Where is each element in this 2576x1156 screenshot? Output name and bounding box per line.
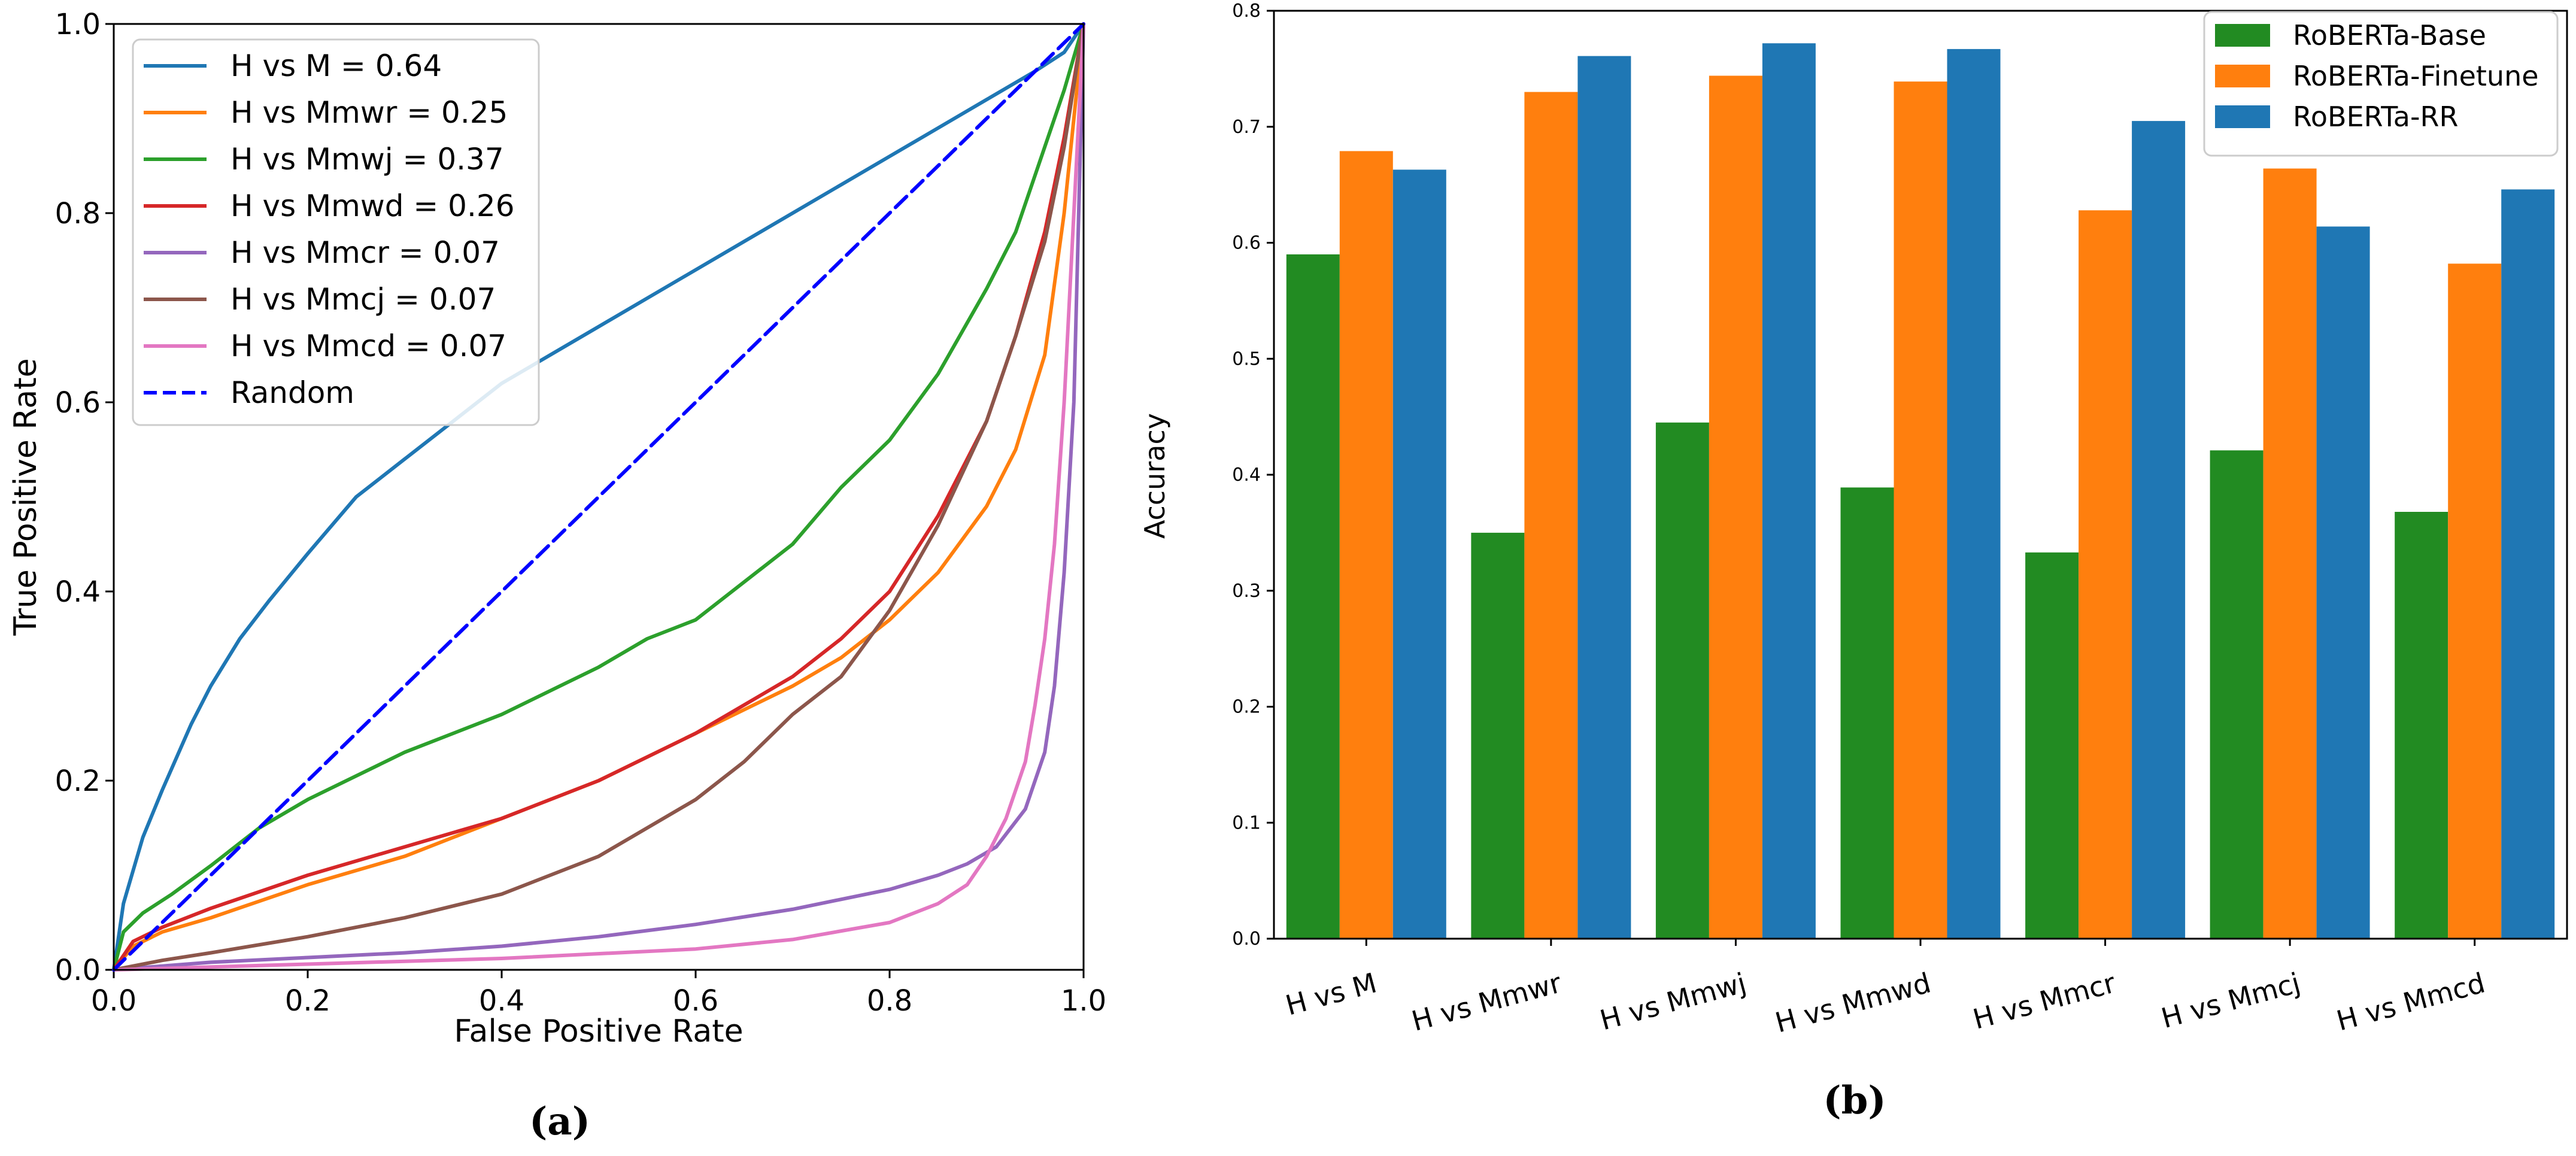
panel-a-label: (a)	[529, 1099, 590, 1144]
bar-0-5	[2210, 450, 2264, 939]
roc-y-tick-label: 0.6	[55, 386, 101, 420]
bar-2-6	[2501, 189, 2555, 939]
bar-plot-frame	[1273, 10, 2568, 940]
roc-ticks: 0.0 0.2 0.4 0.6 0.8 1.0 0.0 0.2 0.4 0.6 0.8 1.0	[55, 8, 1107, 1018]
bar-x-tick-label: H vs Mmwd	[1772, 966, 1934, 1039]
roc-legend-label: H vs Mmwr = 0.25	[230, 95, 508, 130]
bar-2-2	[1762, 43, 1816, 939]
roc-legend-label: H vs Mmwd = 0.26	[230, 189, 515, 223]
bar-legend: RoBERTa-Base RoBERTa-Finetune RoBERTa-RR	[2203, 11, 2559, 157]
bar-x-tick-label: H vs M	[1282, 966, 1380, 1021]
roc-lines	[112, 22, 1085, 972]
bar-legend-swatch	[2215, 65, 2270, 87]
roc-legend-box	[132, 38, 540, 426]
roc-x-axis-label: False Positive Rate	[454, 1014, 743, 1049]
bar-y-tick-label: 0.4	[1232, 465, 1261, 486]
bar-0-3	[1840, 487, 1894, 939]
bar-y-tick-label: 0.5	[1232, 348, 1261, 369]
bar-0-1	[1471, 532, 1525, 939]
roc-legend-label: H vs Mmcj = 0.07	[230, 282, 496, 317]
bar-2-5	[2316, 226, 2370, 939]
roc-curve-5	[112, 22, 1085, 972]
bar-x-tick-label: H vs Mmwr	[1408, 966, 1564, 1037]
bar-2-1	[1577, 56, 1631, 939]
roc-curve-7	[112, 22, 1085, 972]
bar-y-tick-label: 0.8	[1232, 1, 1261, 22]
bar-y-axis-label: Accuracy	[1139, 413, 1171, 539]
bar-2-3	[1947, 48, 2001, 939]
panel-b-label: (b)	[1823, 1078, 1886, 1123]
accuracy-bar-chart: 0.0 0.1 0.2 0.3 0.4 0.5 0.6 0.7 0.8 H vs M H vs Mm…	[1139, 1, 2568, 1123]
bar-x-tick-label: H vs Mmcj	[2158, 966, 2304, 1034]
roc-x-tick-label: 0.8	[867, 984, 912, 1018]
bar-legend-swatch	[2215, 24, 2270, 47]
bar-legend-swatch	[2215, 105, 2270, 128]
bar-y-tick-label: 0.3	[1232, 581, 1261, 602]
bar-x-tick-label: H vs Mmcd	[2333, 966, 2488, 1037]
roc-y-axis-label: True Positive Rate	[8, 358, 44, 636]
bar-y-tick-label: 0.1	[1232, 812, 1261, 833]
roc-curve-1	[112, 22, 1085, 972]
bar-1-1	[1524, 92, 1578, 939]
bar-0-6	[2395, 512, 2448, 939]
roc-legend-label: H vs Mmwj = 0.37	[230, 142, 504, 177]
bar-1-4	[2079, 210, 2132, 939]
bar-legend-label: RoBERTa-Base	[2293, 19, 2486, 51]
roc-y-tick-label: 0.8	[55, 197, 101, 230]
bar-1-5	[2263, 168, 2317, 939]
bar-y-tick-label: 0.0	[1232, 929, 1261, 949]
roc-legend-label: H vs Mmcr = 0.07	[230, 235, 500, 270]
roc-curve-6	[112, 22, 1085, 972]
roc-x-tick-label: 1.0	[1061, 984, 1106, 1018]
roc-legend-label: H vs Mmcd = 0.07	[230, 329, 506, 363]
bar-x-tick-label: H vs Mmcr	[1970, 966, 2119, 1035]
bar-legend-box	[2203, 11, 2559, 157]
bar-1-6	[2448, 263, 2502, 939]
bar-y-tick-label: 0.7	[1232, 117, 1261, 138]
roc-chart: 0.0 0.2 0.4 0.6 0.8 1.0 0.0 0.2 0.4 0.6 0.8 1.0 Fal…	[8, 8, 1106, 1144]
roc-x-tick-label: 0.2	[285, 984, 330, 1018]
bar-x-tick-label: H vs Mmwj	[1597, 966, 1749, 1036]
roc-legend-label: H vs M = 0.64	[230, 48, 442, 83]
roc-curve-2	[112, 22, 1085, 972]
bar-0-0	[1286, 254, 1340, 939]
bar-legend-label: RoBERTa-RR	[2293, 101, 2458, 133]
roc-x-tick-label: 0.0	[91, 984, 136, 1018]
roc-y-tick-label: 1.0	[55, 8, 101, 41]
roc-x-tick-label: 0.4	[479, 984, 524, 1018]
bar-0-4	[2025, 552, 2079, 939]
roc-y-tick-label: 0.2	[55, 764, 101, 798]
roc-legend: H vs M = 0.64 H vs Mmwr = 0.25 H vs Mmwj =…	[132, 38, 540, 426]
roc-y-tick-label: 0.0	[55, 954, 101, 987]
roc-plot-frame	[113, 23, 1085, 971]
bar-1-3	[1894, 81, 1947, 939]
bar-legend-label: RoBERTa-Finetune	[2293, 60, 2539, 92]
roc-curve-4	[112, 22, 1085, 972]
bar-2-0	[1392, 169, 1446, 939]
bar-rects	[1286, 43, 2555, 939]
roc-x-tick-label: 0.6	[673, 984, 718, 1018]
bar-y-tick-label: 0.2	[1232, 697, 1261, 718]
bar-1-2	[1709, 75, 1762, 939]
bar-1-0	[1339, 151, 1393, 939]
bar-2-4	[2132, 121, 2186, 939]
roc-y-tick-label: 0.4	[55, 575, 101, 609]
bar-0-2	[1655, 422, 1709, 939]
bar-y-tick-label: 0.6	[1232, 233, 1261, 254]
roc-legend-label: Random	[230, 375, 354, 410]
